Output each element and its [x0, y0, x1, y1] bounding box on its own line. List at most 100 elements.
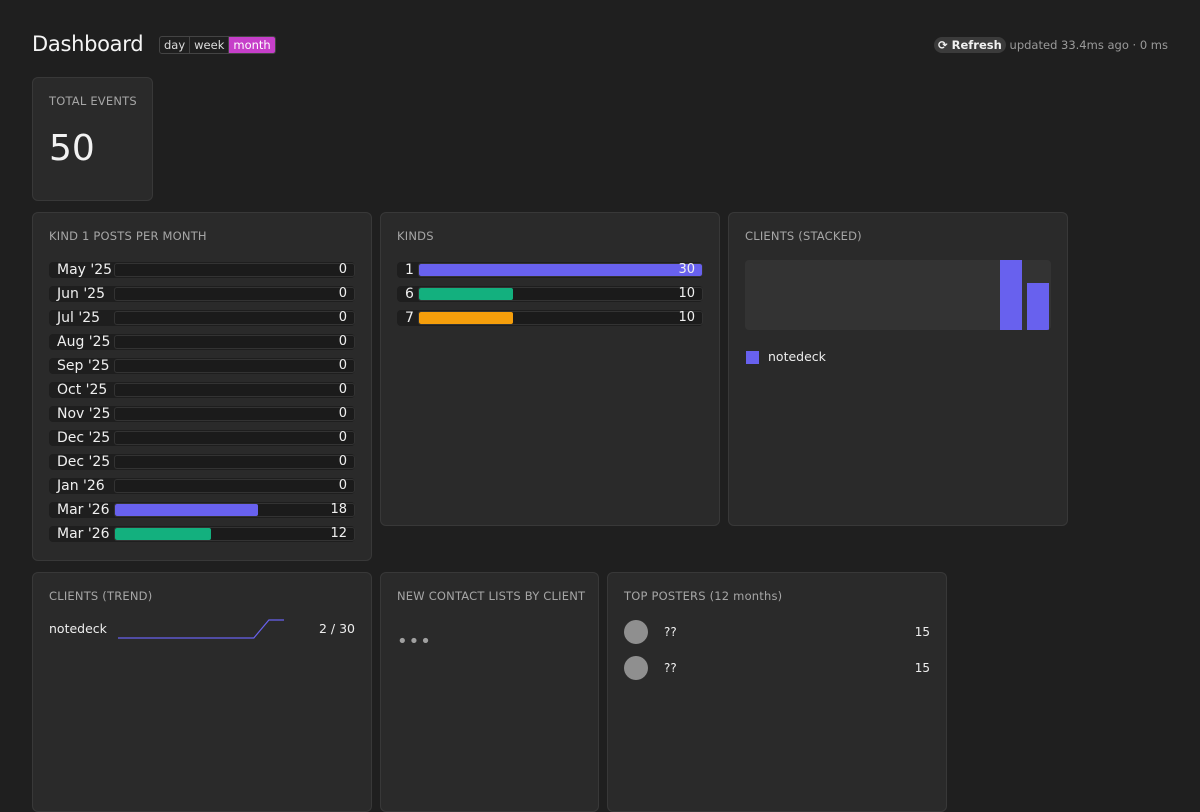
- bar-value: 0: [338, 406, 347, 421]
- bar-label: 6: [405, 286, 414, 302]
- posts-per-month-card: KIND 1 POSTS PER MONTH May '25 0 Jun '25 0 J…: [32, 212, 372, 561]
- kind-row: 6 10: [397, 286, 703, 302]
- bar-value: 0: [338, 286, 347, 301]
- poster-name: ??: [664, 625, 677, 639]
- range-month-button[interactable]: month: [229, 37, 275, 53]
- clients-stacked-chart: [745, 260, 1051, 330]
- bar-value: 0: [338, 310, 347, 325]
- bar-track: [114, 383, 355, 397]
- bar-track: [114, 407, 355, 421]
- month-row: Jul '25 0: [49, 310, 355, 326]
- bar-track: [114, 431, 355, 445]
- refresh-button[interactable]: ⟳ Refresh: [934, 37, 1006, 53]
- bar-track: [114, 287, 355, 301]
- kind-row: 1 30: [397, 262, 703, 278]
- top-posters-card: TOP POSTERS (12 months) ?? 15 ?? 15: [607, 572, 947, 812]
- month-row: Mar '26 12: [49, 526, 355, 542]
- legend-swatch: [746, 351, 759, 364]
- updated-status: updated 33.4ms ago · 0 ms: [1009, 38, 1168, 52]
- bar-value: 10: [678, 286, 695, 301]
- trend-sparkline: [118, 619, 284, 639]
- month-row: Aug '25 0: [49, 334, 355, 350]
- bar-track: [418, 311, 703, 325]
- bar-track: [418, 287, 703, 301]
- bar-track: [114, 527, 355, 541]
- bar-value: 0: [338, 262, 347, 277]
- bar-value: 0: [338, 478, 347, 493]
- bar-label: Dec '25: [57, 454, 111, 470]
- avatar: [624, 620, 648, 644]
- poster-name: ??: [664, 661, 677, 675]
- card-title: NEW CONTACT LISTS BY CLIENT: [397, 589, 586, 603]
- bar-label: Aug '25: [57, 334, 111, 350]
- bar-label: Jul '25: [57, 310, 101, 326]
- bar-label: Jan '26: [57, 478, 105, 494]
- poster-count: 15: [914, 661, 930, 675]
- total-events-value: 50: [49, 128, 95, 169]
- page-title: Dashboard: [32, 32, 144, 56]
- avatar: [624, 656, 648, 680]
- month-row: Mar '26 18: [49, 502, 355, 518]
- bar-fill: [115, 504, 259, 516]
- card-title: KIND 1 POSTS PER MONTH: [49, 229, 207, 243]
- bar-label: Mar '26: [57, 502, 110, 518]
- bar-track: [114, 455, 355, 469]
- bar-label: Oct '25: [57, 382, 108, 398]
- bar-track: [114, 335, 355, 349]
- bar-label: Sep '25: [57, 358, 110, 374]
- bar-track: [114, 359, 355, 373]
- bar-label: Mar '26: [57, 526, 110, 542]
- trend-line: [118, 619, 284, 639]
- kinds-card: KINDS 1 30 6 10 7 10: [380, 212, 720, 526]
- month-row: Nov '25 0: [49, 406, 355, 422]
- month-row: Jun '25 0: [49, 286, 355, 302]
- range-week-button[interactable]: week: [190, 37, 230, 53]
- stacked-bar: [1027, 283, 1049, 330]
- bar-value: 30: [678, 262, 695, 277]
- month-row: Dec '25 0: [49, 430, 355, 446]
- bar-label: Dec '25: [57, 430, 111, 446]
- bar-label: 7: [405, 310, 414, 326]
- bar-value: 0: [338, 454, 347, 469]
- month-row: Dec '25 0: [49, 454, 355, 470]
- bar-fill: [115, 528, 211, 540]
- card-title: CLIENTS (TREND): [49, 589, 153, 603]
- bar-value: 18: [330, 502, 347, 517]
- poster-count: 15: [914, 625, 930, 639]
- bar-track: [114, 479, 355, 493]
- trend-value: 2 / 30: [318, 621, 355, 636]
- loading-dots: •••: [397, 631, 432, 652]
- bar-track: [114, 311, 355, 325]
- month-row: Sep '25 0: [49, 358, 355, 374]
- card-title: KINDS: [397, 229, 434, 243]
- bar-value: 0: [338, 430, 347, 445]
- trend-client-label: notedeck: [49, 621, 107, 636]
- month-row: Oct '25 0: [49, 382, 355, 398]
- bar-value: 0: [338, 334, 347, 349]
- bar-label: 1: [405, 262, 414, 278]
- legend-label: notedeck: [768, 349, 826, 364]
- bar-label: Nov '25: [57, 406, 111, 422]
- stacked-bar: [1000, 260, 1022, 330]
- bar-fill: [419, 264, 702, 276]
- kind-row: 7 10: [397, 310, 703, 326]
- month-row: May '25 0: [49, 262, 355, 278]
- bar-fill: [419, 312, 514, 324]
- card-title: TOTAL EVENTS: [49, 94, 137, 108]
- bar-value: 12: [330, 526, 347, 541]
- range-day-button[interactable]: day: [160, 37, 191, 53]
- poster-row[interactable]: ?? 15: [624, 656, 930, 680]
- bar-label: Jun '25: [57, 286, 105, 302]
- bar-value: 0: [338, 358, 347, 373]
- month-row: Jan '26 0: [49, 478, 355, 494]
- bar-label: May '25: [57, 262, 113, 278]
- contact-lists-card: NEW CONTACT LISTS BY CLIENT •••: [380, 572, 599, 812]
- clients-trend-card: CLIENTS (TREND) notedeck 2 / 30: [32, 572, 372, 812]
- card-title: CLIENTS (STACKED): [745, 229, 862, 243]
- bar-track: [418, 263, 703, 277]
- bar-value: 10: [678, 310, 695, 325]
- poster-row[interactable]: ?? 15: [624, 620, 930, 644]
- bar-track: [114, 263, 355, 277]
- card-title: TOP POSTERS (12 months): [624, 589, 783, 603]
- bar-value: 0: [338, 382, 347, 397]
